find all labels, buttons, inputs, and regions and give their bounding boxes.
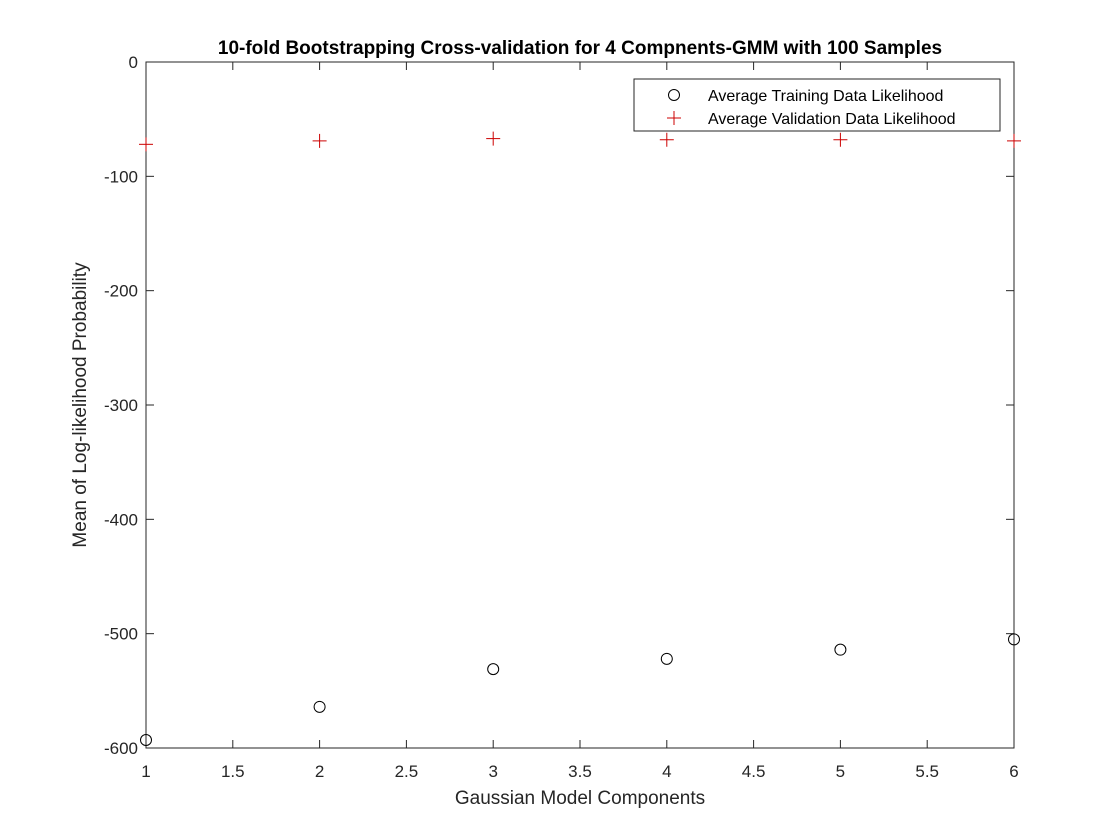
chart-title: 10-fold Bootstrapping Cross-validation f… bbox=[218, 38, 942, 59]
y-tick-label: -400 bbox=[104, 510, 138, 529]
training-likelihood-point bbox=[660, 652, 673, 665]
validation-likelihood-point bbox=[1007, 133, 1021, 148]
validation-likelihood-point bbox=[833, 132, 848, 147]
data-points bbox=[139, 131, 1021, 746]
y-axis-title: Mean of Log-likelihood Probability bbox=[70, 262, 91, 548]
training-likelihood-point bbox=[140, 733, 152, 746]
x-tick-label: 3.5 bbox=[568, 762, 592, 781]
plot-area-border bbox=[145, 61, 1015, 749]
y-tick-label: -300 bbox=[104, 396, 138, 415]
x-tick-label: 2.5 bbox=[395, 762, 419, 781]
x-tick-label: 2 bbox=[315, 762, 324, 781]
training-likelihood-point bbox=[834, 643, 847, 656]
legend-box bbox=[633, 78, 1001, 132]
x-tick-label: 6 bbox=[1009, 762, 1018, 781]
training-likelihood-point bbox=[487, 663, 500, 676]
training-likelihood-point bbox=[1008, 633, 1020, 646]
y-tick-label: -600 bbox=[104, 739, 138, 758]
x-tick-label: 5 bbox=[836, 762, 845, 781]
legend-marker bbox=[667, 111, 681, 125]
y-tick-label: -500 bbox=[104, 625, 138, 644]
legend: Average Training Data Likelihood Average … bbox=[633, 78, 1001, 132]
validation-likelihood-point bbox=[312, 133, 327, 148]
legend-marker bbox=[668, 89, 680, 101]
x-tick-label: 1.5 bbox=[221, 762, 245, 781]
training-likelihood-point bbox=[313, 700, 326, 713]
axis-tick-labels: 1 1.5 2 2.5 3 3.5 4 4.5 5 5.5 6 0 -100 -200 -300 -400 -5… bbox=[104, 53, 1019, 781]
y-tick-label: -200 bbox=[104, 282, 138, 301]
x-tick-label: 4 bbox=[662, 762, 671, 781]
x-tick-label: 4.5 bbox=[742, 762, 766, 781]
x-axis-title: Gaussian Model Components bbox=[455, 788, 705, 809]
legend-label: Average Training Data Likelihood bbox=[708, 88, 943, 105]
legend-label: Average Validation Data Likelihood bbox=[708, 111, 956, 128]
y-tick-label: -100 bbox=[104, 167, 138, 186]
axis-ticks bbox=[145, 61, 1015, 749]
validation-likelihood-point bbox=[659, 132, 674, 147]
x-tick-label: 3 bbox=[488, 762, 497, 781]
validation-likelihood-point bbox=[486, 131, 501, 146]
y-tick-label: 0 bbox=[129, 53, 138, 72]
x-tick-label: 5.5 bbox=[915, 762, 939, 781]
validation-likelihood-point bbox=[139, 137, 153, 152]
x-tick-label: 1 bbox=[141, 762, 150, 781]
